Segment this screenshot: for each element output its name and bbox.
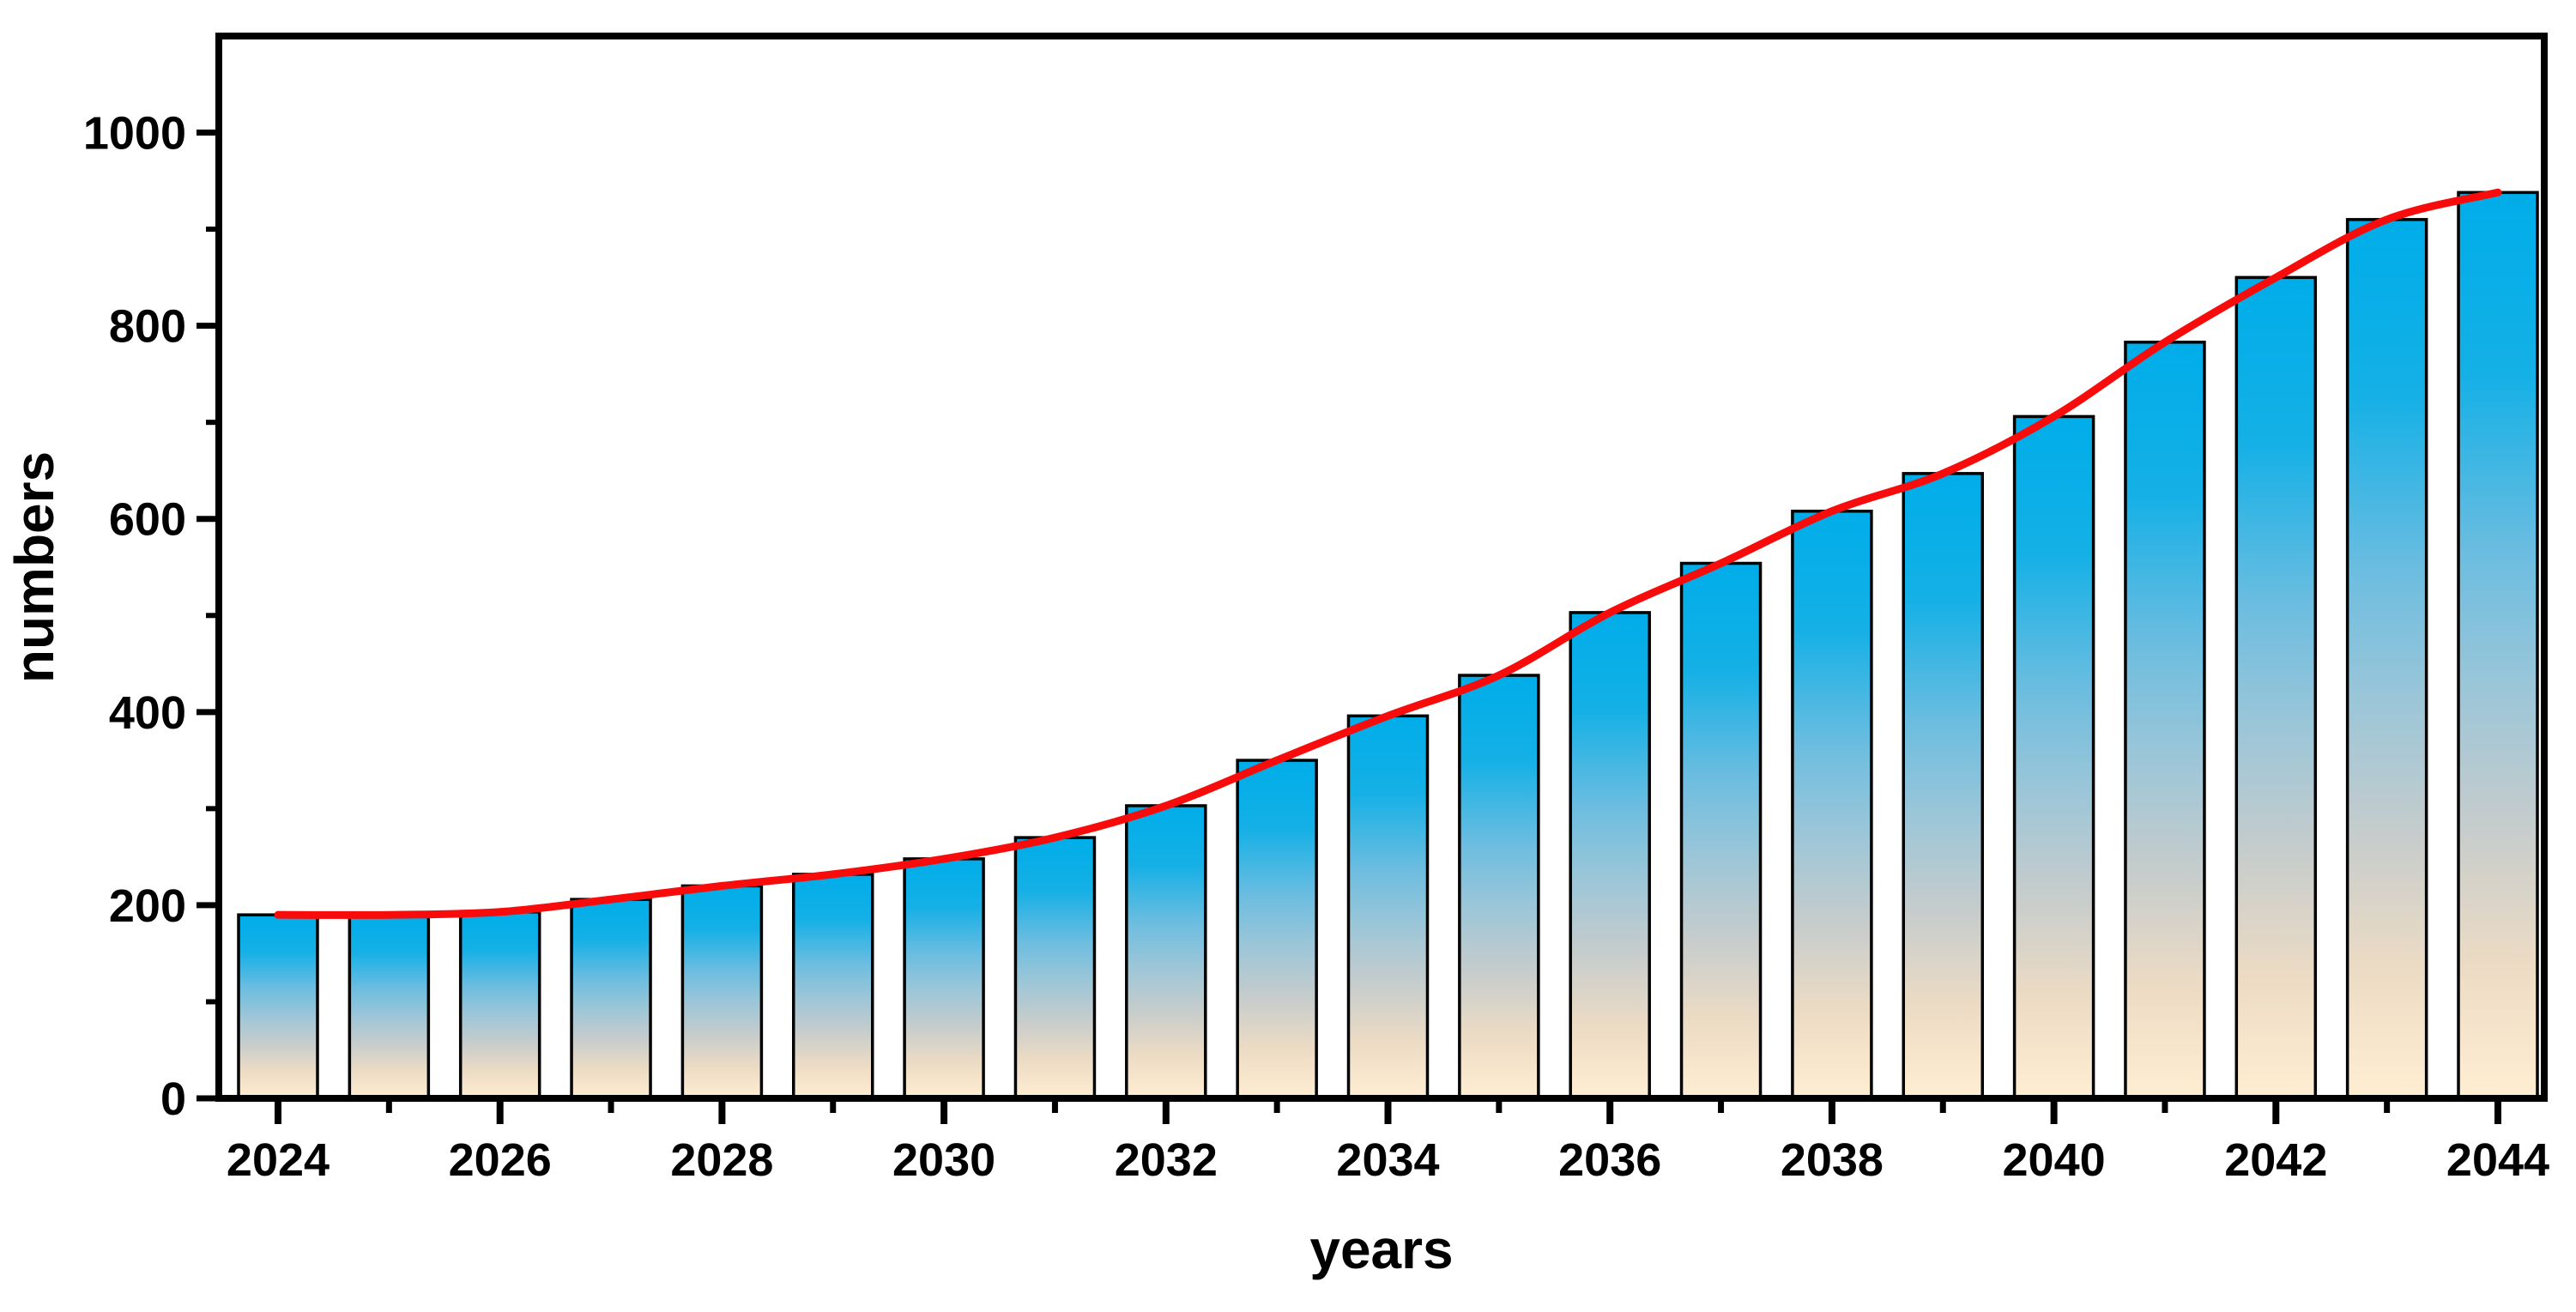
y-axis-ticks: 0 200 400 600 800 1000 <box>83 108 215 1125</box>
x-tick-label-2026: 2026 <box>449 1134 552 1186</box>
bar-2027 <box>570 898 652 1100</box>
bar-2043 <box>2345 218 2428 1100</box>
y-tick-label-600: 600 <box>109 494 186 546</box>
bar-2036 <box>1569 611 1651 1100</box>
x-tick-label-2044: 2044 <box>2446 1134 2549 1186</box>
y-tick-label-200: 200 <box>109 880 186 932</box>
bar-2037 <box>1679 561 1763 1100</box>
x-tick-label-2040: 2040 <box>2003 1134 2106 1186</box>
x-axis-title: years <box>1309 1218 1453 1280</box>
bar-2040 <box>2012 414 2095 1100</box>
x-tick-label-2042: 2042 <box>2224 1134 2327 1186</box>
x-tick-label-2030: 2030 <box>892 1134 995 1186</box>
plot-frame <box>215 33 2548 1102</box>
bar-2026 <box>458 910 541 1100</box>
x-tick-label-2036: 2036 <box>1558 1134 1661 1186</box>
y-tick-label-400: 400 <box>109 687 186 739</box>
bar-2039 <box>1902 472 1984 1100</box>
x-tick-label-2034: 2034 <box>1336 1134 1439 1186</box>
bar-2025 <box>348 913 431 1100</box>
bar-2034 <box>1346 714 1430 1100</box>
bar-2031 <box>1013 836 1097 1100</box>
x-tick-label-2032: 2032 <box>1115 1134 1218 1186</box>
bar-2033 <box>1236 759 1318 1100</box>
x-axis-ticks: 2024 2026 2028 2030 2032 2034 2036 2038 2040 2042… <box>227 1102 2549 1186</box>
bar-2042 <box>2234 275 2318 1100</box>
y-tick-label-0: 0 <box>160 1073 186 1125</box>
bar-2044 <box>2457 190 2539 1100</box>
bar-2035 <box>1458 674 1540 1100</box>
y-tick-label-800: 800 <box>109 301 186 353</box>
bar-2032 <box>1125 804 1207 1100</box>
bar-2029 <box>792 873 874 1100</box>
bar-2038 <box>1791 509 1873 1100</box>
bar-2028 <box>680 884 764 1100</box>
bar-2024 <box>237 913 319 1100</box>
x-tick-label-2024: 2024 <box>227 1134 330 1186</box>
bar-2041 <box>2124 341 2206 1100</box>
y-axis-title: numbers <box>3 451 65 683</box>
bars-group <box>237 190 2539 1100</box>
x-tick-label-2038: 2038 <box>1781 1134 1884 1186</box>
trend-line <box>274 188 2502 919</box>
x-tick-label-2028: 2028 <box>670 1134 773 1186</box>
y-tick-label-1000: 1000 <box>83 108 186 160</box>
bar-2030 <box>903 857 985 1100</box>
